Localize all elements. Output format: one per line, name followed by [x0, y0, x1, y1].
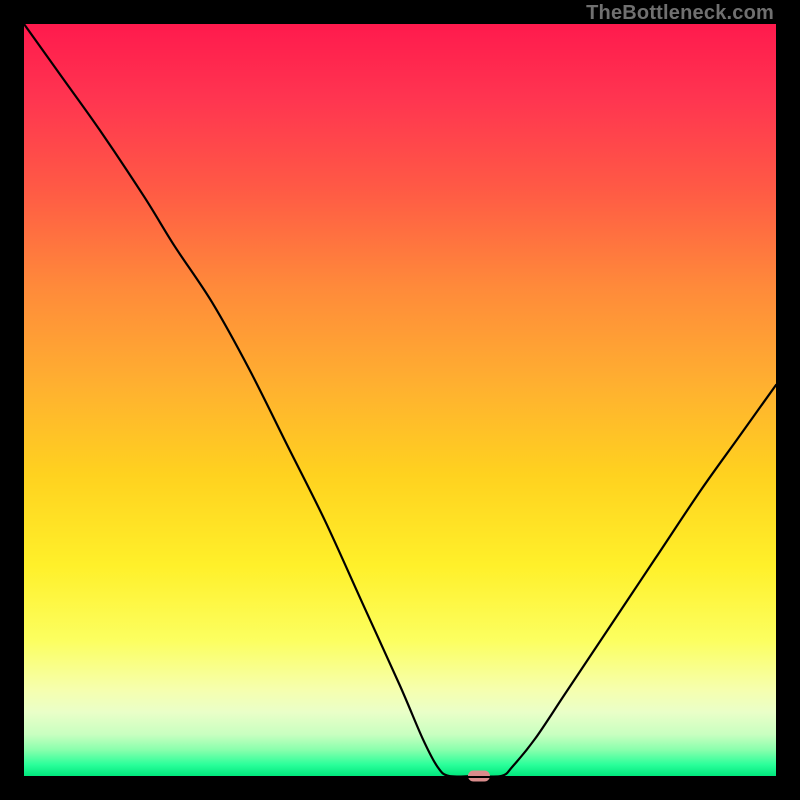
watermark-text: TheBottleneck.com: [586, 2, 774, 25]
curve-layer: [24, 24, 776, 776]
chart-container: TheBottleneck.com: [0, 0, 800, 800]
bottleneck-curve: [24, 24, 776, 777]
x-axis-baseline: [24, 776, 776, 778]
plot-area: [24, 24, 776, 776]
